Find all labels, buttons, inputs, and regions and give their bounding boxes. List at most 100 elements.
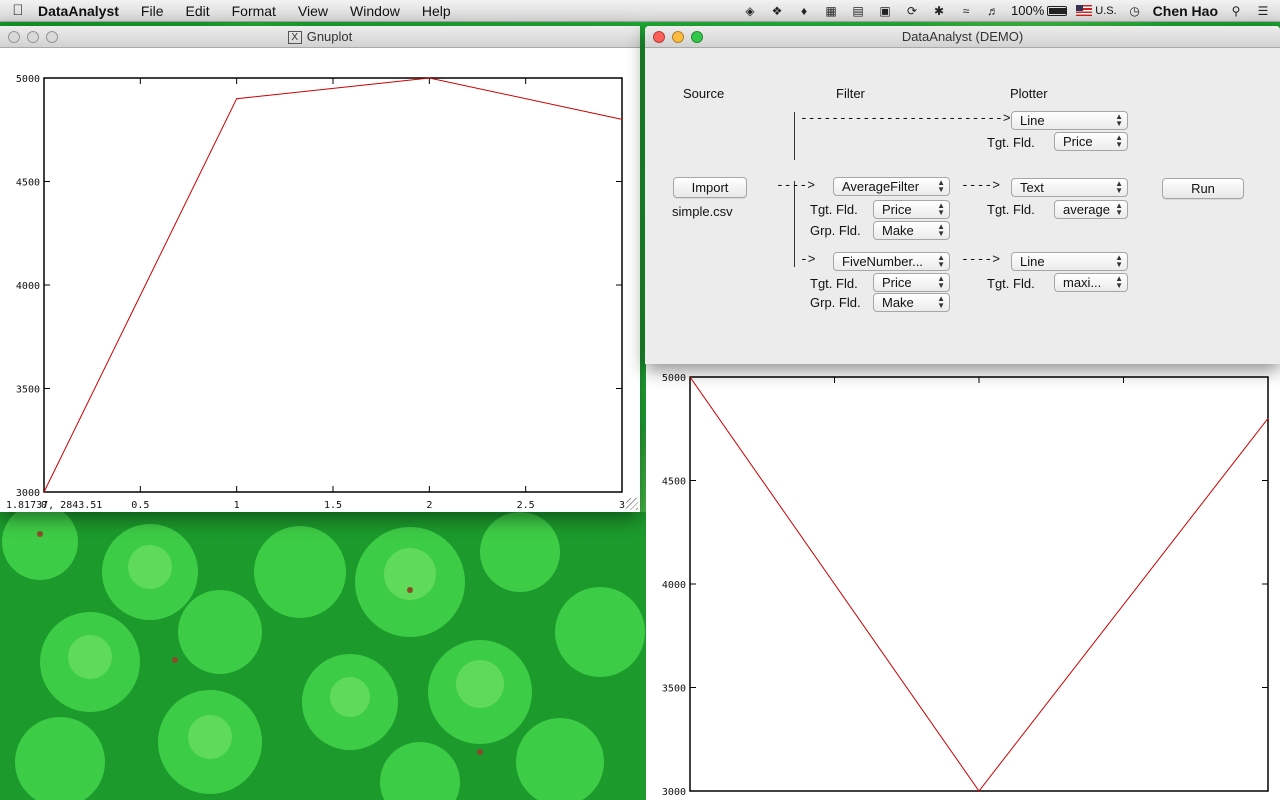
plotter1-type-select[interactable]: Line ▲ ▼ [1011, 111, 1128, 130]
plotter3-target-label: Tgt. Fld. [987, 276, 1035, 291]
battery-percent: 100% [1011, 3, 1045, 18]
y-tick-label: 5000 [16, 74, 40, 85]
menu-app-name[interactable]: DataAnalyst [38, 2, 119, 19]
close-button[interactable] [653, 30, 665, 43]
x-tick-label: 0 [41, 500, 47, 511]
connector-vertical-bottom [794, 181, 795, 267]
x-tick-label: 1 [234, 500, 240, 511]
y-tick-label: 5000 [662, 373, 686, 384]
clock-icon[interactable]: ◷ [1129, 3, 1140, 18]
x11-icon: X [287, 31, 302, 45]
data-point [621, 118, 623, 120]
minimize-button[interactable] [672, 30, 684, 43]
run-button[interactable]: Run [1162, 178, 1244, 199]
x-tick-label: 3 [619, 500, 625, 511]
source-header: Source [683, 86, 725, 101]
popup-arrows-icon: ▲ ▼ [937, 201, 945, 217]
y-tick-label: 4000 [662, 580, 686, 591]
filter2-type-select[interactable]: FiveNumber... ▲ ▼ [833, 252, 950, 271]
y-tick-label: 3500 [662, 684, 686, 695]
y-tick-label: 4500 [662, 477, 686, 488]
spotlight-search-icon[interactable]: ⚲ [1231, 3, 1241, 18]
plotter3-type-select[interactable]: Line ▲ ▼ [1011, 252, 1128, 271]
y-tick-label: 3000 [662, 787, 686, 798]
window-title: X Gnuplot [0, 29, 640, 45]
connector-branch-to-filter2: -> [800, 252, 816, 267]
plotter1-target-label: Tgt. Fld. [987, 135, 1035, 150]
popup-arrows-icon: ▲ ▼ [1115, 133, 1123, 149]
memory-monitor-icon[interactable]: ▤ [852, 3, 864, 18]
popup-arrows-icon: ▲ ▼ [1115, 179, 1123, 195]
menu-view[interactable]: View [297, 2, 329, 19]
menu-file[interactable]: File [140, 2, 164, 19]
menu-help[interactable]: Help [421, 2, 451, 19]
lock-icon[interactable]: ▣ [879, 3, 891, 18]
zoom-button[interactable] [46, 30, 58, 43]
popup-arrows-icon: ▲ ▼ [1115, 112, 1123, 128]
evernote-icon[interactable]: ♦ [800, 3, 808, 18]
window-tool-icon[interactable]: ▦ [825, 3, 837, 18]
menu-window[interactable]: Window [350, 2, 400, 19]
y-tick-label: 3500 [16, 385, 40, 396]
filter1-group-select[interactable]: Make ▲ ▼ [873, 221, 950, 240]
popup-arrows-icon: ▲ ▼ [1115, 274, 1123, 290]
filter1-type-select[interactable]: AverageFilter ▲ ▼ [833, 177, 950, 196]
connector-source-to-filter: ----> [776, 178, 816, 193]
x-tick-label: 0.5 [131, 500, 149, 511]
filter2-group-select[interactable]: Make ▲ ▼ [873, 293, 950, 312]
second-plot-window: 3000 3500 4000 4500 5000 [646, 364, 1280, 800]
notification-center-icon[interactable]: ☰ [1257, 3, 1269, 18]
gnuplot-window: X Gnuplot 3000 3500 4000 4500 5000 0 0.5 1 1.5 2 2.… [0, 26, 640, 512]
plotter2-type-value: Text [1020, 180, 1044, 195]
apple-menu-icon[interactable]:  [0, 2, 36, 19]
bluetooth-icon[interactable]: ✱ [933, 3, 945, 18]
plot-frame [43, 77, 623, 493]
filter1-group-label: Grp. Fld. [810, 223, 861, 238]
mouse-coordinates: 1.81737, 2843.51 [6, 500, 103, 511]
battery-status[interactable]: 100% [1011, 3, 1068, 18]
time-machine-icon[interactable]: ⟳ [906, 3, 918, 18]
battery-icon [1047, 5, 1068, 16]
plotter3-target-select[interactable]: maxi... ▲ ▼ [1054, 273, 1128, 292]
plotter3-target-value: maxi... [1063, 275, 1102, 290]
menu-format[interactable]: Format [231, 2, 276, 19]
import-button[interactable]: Import [673, 177, 747, 198]
second-plot[interactable]: 3000 3500 4000 4500 5000 [646, 364, 1280, 800]
plotter1-target-select[interactable]: Price ▲ ▼ [1054, 132, 1128, 151]
plotter2-target-value: average [1063, 202, 1110, 217]
plotter2-type-select[interactable]: Text ▲ ▼ [1011, 178, 1128, 197]
filter2-group-label: Grp. Fld. [810, 295, 861, 310]
filter1-target-select[interactable]: Price ▲ ▼ [873, 200, 950, 219]
zoom-button[interactable] [691, 30, 703, 43]
close-button[interactable] [8, 30, 20, 43]
filter1-target-value: Price [882, 202, 912, 217]
filter2-group-value: Make [882, 295, 914, 310]
connector-filter2-to-plotter3: ----> [961, 252, 1001, 267]
gnuplot-plot[interactable]: 3000 3500 4000 4500 5000 0 0.5 1 1.5 2 2.5 3 [0, 48, 640, 512]
plotter2-target-select[interactable]: average ▲ ▼ [1054, 200, 1128, 219]
dropbox-icon[interactable]: ❖ [771, 3, 783, 18]
pipeline-panel: Source Filter Plotter ------------------… [645, 48, 1280, 364]
data-point [1267, 417, 1269, 419]
wifi-icon[interactable]: ≈ [962, 3, 970, 18]
us-flag-icon [1076, 5, 1093, 16]
data-point [236, 98, 238, 100]
gnuplot-titlebar[interactable]: X Gnuplot [0, 26, 640, 48]
popup-arrows-icon: ▲ ▼ [937, 274, 945, 290]
resize-grip[interactable] [626, 498, 638, 510]
filter2-target-select[interactable]: Price ▲ ▼ [873, 273, 950, 292]
plotter1-target-value: Price [1063, 134, 1093, 149]
input-source-label: U.S. [1095, 4, 1117, 17]
y-tick-label: 3000 [16, 488, 40, 499]
plotter1-type-value: Line [1020, 113, 1045, 128]
minimize-button[interactable] [27, 30, 39, 43]
data-point [978, 790, 980, 792]
menu-edit[interactable]: Edit [185, 2, 210, 19]
volume-icon[interactable]: ♬ [987, 3, 999, 18]
user-name[interactable]: Chen Hao [1152, 2, 1218, 19]
status-app-icon[interactable]: ◈ [745, 3, 755, 18]
popup-arrows-icon: ▲ ▼ [937, 253, 945, 269]
input-source[interactable]: U.S. [1076, 4, 1117, 17]
dataanalyst-window: DataAnalyst (DEMO) Source Filter Plotter… [645, 26, 1280, 364]
dataanalyst-titlebar[interactable]: DataAnalyst (DEMO) [645, 26, 1280, 48]
